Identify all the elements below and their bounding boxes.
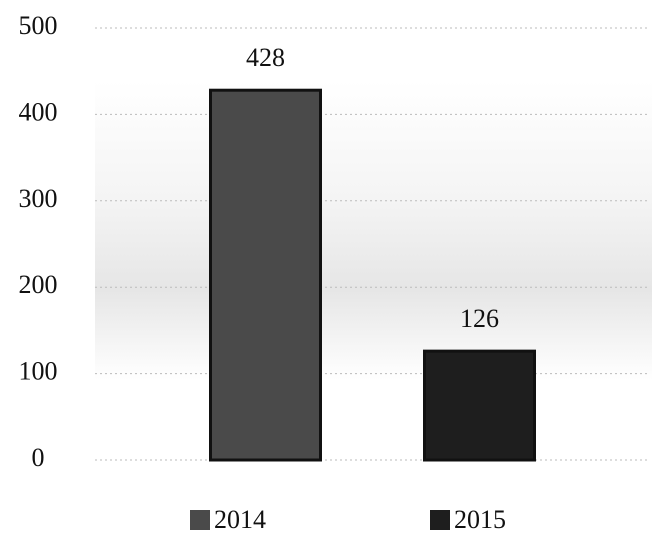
y-tick-label: 400 xyxy=(19,97,58,126)
legend-label: 2014 xyxy=(214,505,266,534)
y-tick-label: 100 xyxy=(19,357,58,386)
y-tick-label: 500 xyxy=(19,11,58,40)
bar xyxy=(211,90,321,460)
y-tick-label: 300 xyxy=(19,184,58,213)
bar xyxy=(425,351,535,460)
legend-swatch xyxy=(190,510,210,530)
data-label: 428 xyxy=(246,43,285,72)
y-tick-label: 0 xyxy=(32,443,45,472)
legend-swatch xyxy=(430,510,450,530)
background xyxy=(95,80,652,380)
y-tick-label: 200 xyxy=(19,270,58,299)
legend-label: 2015 xyxy=(454,505,506,534)
data-label: 126 xyxy=(460,304,499,333)
chart: 0 100 200 300 400 500 428 126 2014 2015 xyxy=(0,0,652,537)
